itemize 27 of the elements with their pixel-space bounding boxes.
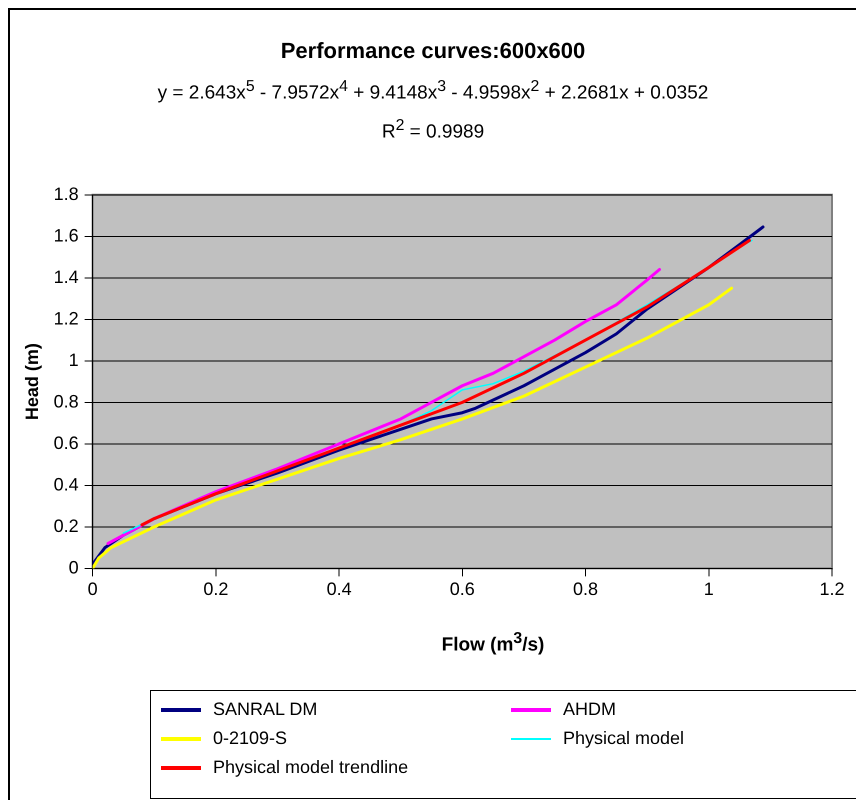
y-axis-title: Head (m) — [22, 343, 42, 420]
y-tick-label: 1.4 — [54, 266, 79, 287]
y-tick-label: 1 — [68, 350, 79, 370]
legend-label: Physical model — [563, 728, 684, 749]
y-tick-label: 1.2 — [54, 308, 79, 328]
x-tick-label: 0.8 — [573, 579, 598, 600]
x-tick-label: 0.4 — [326, 579, 352, 600]
x-tick-label: 1 — [704, 579, 714, 600]
x-tick-label: 1.2 — [819, 579, 845, 600]
y-tick-label: 1.6 — [54, 225, 79, 246]
x-tick-label: 0 — [88, 579, 98, 600]
y-tick-label: 0.6 — [54, 432, 79, 453]
x-tick-label: 0.6 — [450, 579, 475, 600]
x-axis-title: Flow (m$^{3}$/s) — [440, 630, 546, 656]
y-tick-label: 1.8 — [54, 184, 79, 204]
legend-label: 0-2109-S — [213, 728, 288, 749]
legend-label: SANRAL DM — [213, 699, 318, 720]
y-tick-label: 0.8 — [54, 391, 79, 412]
legend-label: AHDM — [563, 699, 616, 720]
y-tick-label: 0.2 — [54, 516, 79, 536]
y-tick-label: 0 — [68, 557, 79, 578]
text: y = 2.643x$^{5}$ - 7.9572x$^{4}$ + 9.4148x$^{3}$ - 4.9598x$^{2}$ + 2.2681x + 0.0352 — [158, 78, 708, 104]
legend-label: Physical model trendline — [213, 757, 408, 778]
chart-title: Performance curves:600x600 — [280, 38, 586, 64]
y-tick-label: 0.4 — [54, 474, 79, 494]
x-tick-label: 0.2 — [203, 579, 228, 600]
text: R$^{2}$ = 0.9989 — [380, 116, 486, 145]
